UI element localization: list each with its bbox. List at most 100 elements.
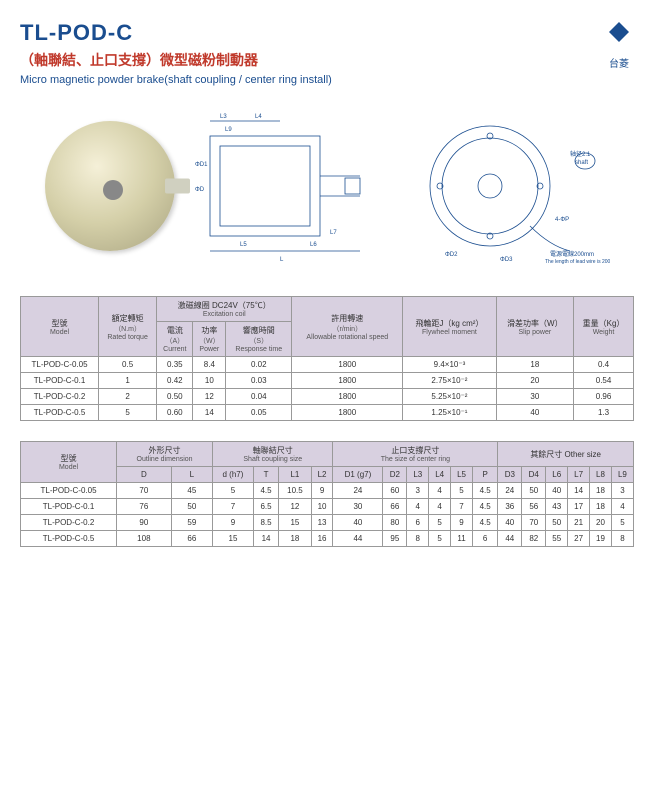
cell: 30 [333,499,383,515]
cell: 7 [213,499,254,515]
cell: 6 [407,515,429,531]
col-header: D3 [498,467,522,483]
cell: 12 [279,499,311,515]
page-title: TL-POD-C [20,20,634,46]
cell: 40 [546,483,568,499]
cell: 5.25×10⁻² [403,389,496,405]
cell: 19 [590,531,612,547]
svg-text:L6: L6 [310,242,317,248]
cell: 20 [590,515,612,531]
svg-text:ΦD: ΦD [195,187,205,193]
th-flywheel: 飛輪距J（kg cm²）Flywheel moment [403,297,496,357]
cell: 70 [522,515,546,531]
cell: 15 [279,515,311,531]
cell: 5 [429,531,451,547]
cell: 40 [498,515,522,531]
cell: TL-POD-C-0.1 [21,499,117,515]
cell: 3 [611,483,633,499]
cell: 44 [498,531,522,547]
cell: 24 [333,483,383,499]
cell: 1800 [292,357,403,373]
col-header: D4 [522,467,546,483]
cell: 80 [383,515,407,531]
table-row: TL-POD-C-0.050.50.358.40.0218009.4×10⁻³1… [21,357,634,373]
cell: 0.04 [226,389,292,405]
cell: 2 [99,389,157,405]
col-header: L3 [407,467,429,483]
dimension-table: 型號Model 外形尺寸Outline dimension 軸聯結尺寸Shaft… [20,441,634,547]
cell: 0.42 [157,373,193,389]
cell: 9 [451,515,473,531]
col-header: L2 [311,467,333,483]
spec-table: 型號Model 額定轉矩（N.m）Rated torque 激磁線圈 DC24V… [20,296,634,421]
cell: 0.54 [574,373,634,389]
cell: 4.5 [472,499,497,515]
cell: 14 [253,531,278,547]
cell: 13 [311,515,333,531]
th-model2: 型號Model [21,442,117,483]
cell: 12 [193,389,226,405]
cell: 45 [171,483,212,499]
svg-text:ΦD3: ΦD3 [500,257,513,263]
cell: 4 [429,483,451,499]
cell: 27 [568,531,590,547]
svg-text:電源電線200mm: 電源電線200mm [550,250,594,258]
cell: TL-POD-C-0.1 [21,373,99,389]
cell: 0.96 [574,389,634,405]
cell: 1800 [292,373,403,389]
logo-icon [604,20,634,50]
product-photo [45,121,175,251]
cell: 14 [568,483,590,499]
cell: 16 [311,531,333,547]
th-coil: 激磁線圈 DC24V（75℃）Excitation coil [157,297,292,322]
cell: 4.5 [253,483,278,499]
cell: 0.03 [226,373,292,389]
th-current: 電流（A）Current [157,322,193,357]
cell: 59 [171,515,212,531]
cell: 4 [611,499,633,515]
cell: 40 [496,405,573,421]
cell: TL-POD-C-0.5 [21,531,117,547]
cell: 66 [171,531,212,547]
cell: 1.3 [574,405,634,421]
th-power: 功率（W）Power [193,322,226,357]
cell: 18 [590,483,612,499]
cell: 8 [611,531,633,547]
cell: 70 [117,483,172,499]
cell: 18 [496,357,573,373]
col-header: d (h7) [213,467,254,483]
cell: 15 [213,531,254,547]
svg-text:shaft: shaft [575,160,588,166]
table-row: TL-POD-C-0.550.60140.0518001.25×10⁻¹401.… [21,405,634,421]
svg-text:L: L [280,257,284,263]
cell: 4 [407,499,429,515]
table-row: TL-POD-C-0.220.50120.0418005.25×10⁻²300.… [21,389,634,405]
cell: 24 [498,483,522,499]
col-header: L8 [590,467,612,483]
cell: 14 [193,405,226,421]
col-header: T [253,467,278,483]
cell: 1.25×10⁻¹ [403,405,496,421]
cell: 11 [451,531,473,547]
th-center: 止口支撐尺寸The size of center ring [333,442,498,467]
cell: 55 [546,531,568,547]
cell: 5 [99,405,157,421]
cell: 108 [117,531,172,547]
cell: 2.75×10⁻² [403,373,496,389]
cell: 76 [117,499,172,515]
svg-text:L3: L3 [220,114,227,120]
cell: TL-POD-C-0.5 [21,405,99,421]
cell: 21 [568,515,590,531]
th-slip: 滑差功率（W）Slip power [496,297,573,357]
cell: 40 [333,515,383,531]
cell: 20 [496,373,573,389]
col-header: L4 [429,467,451,483]
technical-diagram: L3L4 L9 ΦD1ΦD LL5L6 L7 轴径2:1 shaft 電源電線2… [190,106,610,266]
svg-text:ΦD1: ΦD1 [195,162,208,168]
th-shaft: 軸聯結尺寸Shaft coupling size [213,442,333,467]
col-header: L1 [279,467,311,483]
svg-text:L4: L4 [255,114,262,120]
cell: 4 [429,499,451,515]
cell: 56 [522,499,546,515]
col-header: D2 [383,467,407,483]
